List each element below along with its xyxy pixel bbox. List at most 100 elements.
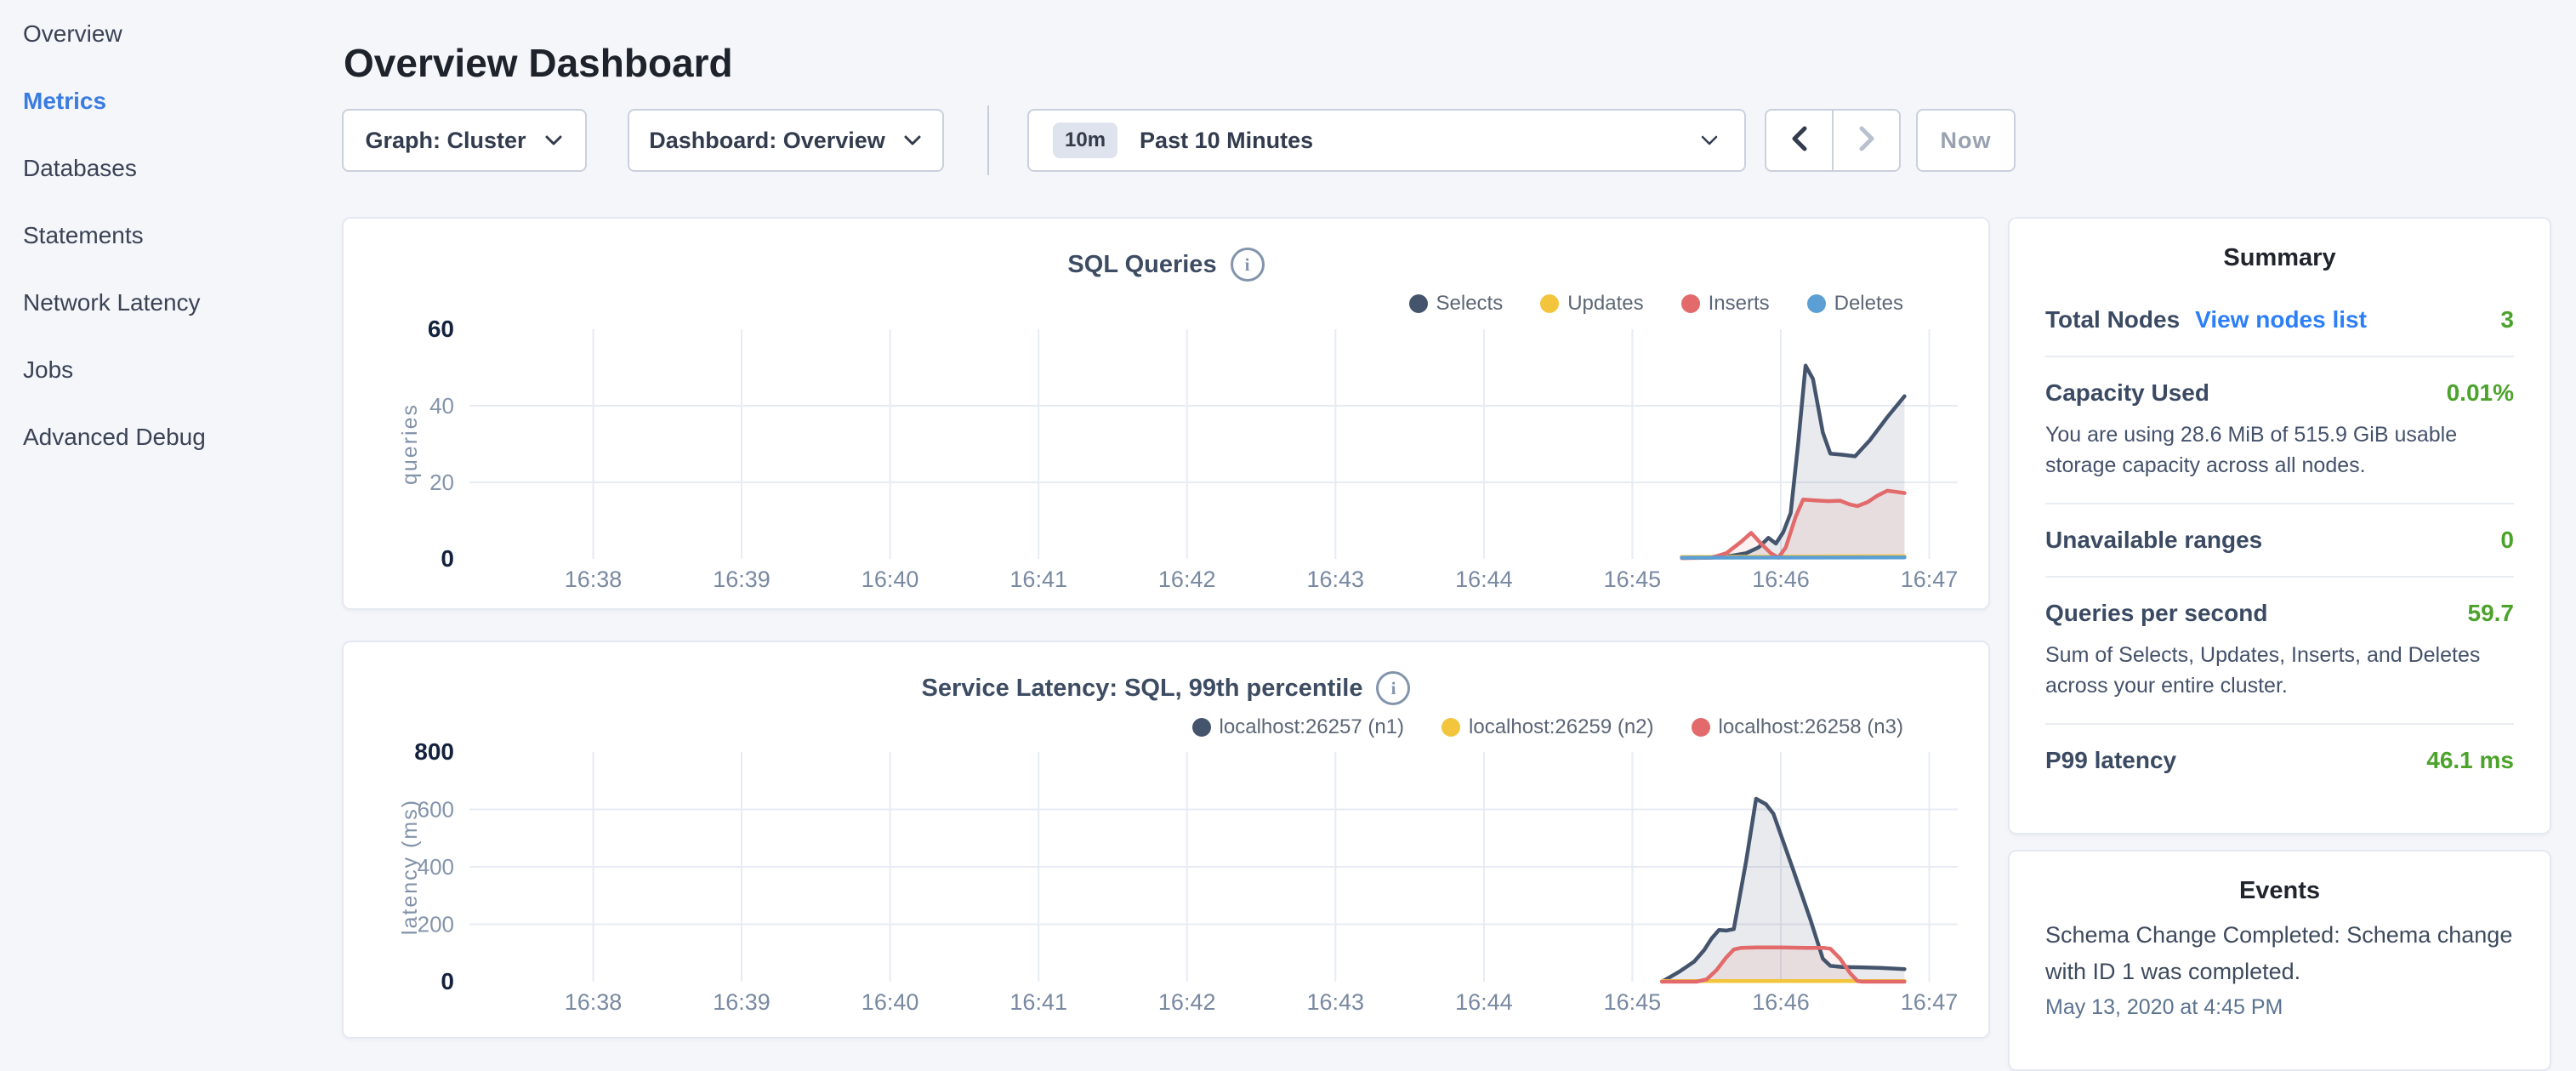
- svg-text:16:42: 16:42: [1158, 567, 1216, 592]
- svg-text:400: 400: [418, 854, 454, 880]
- queries-per-second-label: Queries per second: [2045, 600, 2268, 626]
- legend-item[interactable]: Deletes: [1806, 292, 1903, 316]
- svg-text:16:38: 16:38: [565, 989, 623, 1015]
- info-icon[interactable]: i: [1376, 671, 1411, 705]
- sidebar-item-advanced-debug[interactable]: Advanced Debug: [23, 423, 206, 450]
- svg-text:latency (ms): latency (ms): [398, 799, 422, 935]
- legend-label: localhost:26257 (n1): [1219, 715, 1405, 738]
- svg-text:16:40: 16:40: [862, 989, 919, 1015]
- dashboard-label: Dashboard: Overview: [649, 127, 885, 153]
- legend-dot: [1540, 294, 1560, 313]
- capacity-used-label: Capacity Used: [2045, 379, 2209, 406]
- divider: [2045, 503, 2514, 504]
- svg-text:16:46: 16:46: [1752, 989, 1810, 1015]
- svg-text:16:39: 16:39: [713, 989, 771, 1015]
- svg-text:16:42: 16:42: [1158, 989, 1216, 1015]
- sidebar-item-jobs[interactable]: Jobs: [23, 356, 74, 383]
- chevron-down-icon: [902, 134, 923, 147]
- sidebar-item-metrics[interactable]: Metrics: [23, 87, 107, 114]
- total-nodes-value: 3: [2500, 306, 2514, 333]
- svg-text:16:38: 16:38: [565, 567, 623, 592]
- svg-text:16:43: 16:43: [1307, 989, 1365, 1015]
- page-title: Overview Dashboard: [344, 40, 733, 85]
- legend-label: Inserts: [1708, 292, 1770, 315]
- chevron-down-icon: [1698, 133, 1720, 148]
- divider: [2045, 723, 2514, 725]
- chart-title: SQL Queries: [1067, 250, 1217, 278]
- svg-text:600: 600: [418, 797, 454, 823]
- summary-row-qps: Queries per second 59.7 Sum of Selects, …: [2045, 578, 2514, 723]
- summary-row-total-nodes: Total Nodes View nodes list 3: [2045, 284, 2514, 356]
- chevron-right-icon: [1857, 124, 1877, 157]
- svg-text:0: 0: [441, 968, 454, 994]
- svg-text:20: 20: [429, 470, 454, 495]
- legend-dot: [1442, 718, 1461, 737]
- time-range-dropdown[interactable]: 10m Past 10 Minutes: [1027, 109, 1746, 172]
- svg-text:16:46: 16:46: [1752, 567, 1810, 592]
- divider: [2045, 576, 2514, 578]
- svg-text:16:45: 16:45: [1604, 989, 1662, 1015]
- svg-text:16:39: 16:39: [713, 567, 771, 592]
- svg-text:16:47: 16:47: [1901, 567, 1959, 592]
- queries-per-second-description: Sum of Selects, Updates, Inserts, and De…: [2045, 643, 2481, 698]
- svg-text:200: 200: [418, 912, 454, 937]
- svg-text:queries: queries: [398, 403, 422, 485]
- graph-scope-dropdown[interactable]: Graph: Cluster: [342, 109, 587, 172]
- svg-text:16:40: 16:40: [862, 567, 919, 592]
- info-icon[interactable]: i: [1230, 248, 1265, 282]
- sql-queries-chart[interactable]: 16:38 16:39 16:40 16:41 16:42 16:43 16:44 16:45…: [389, 319, 1970, 603]
- legend-dot: [1691, 718, 1710, 737]
- legend-label: localhost:26258 (n3): [1718, 715, 1903, 738]
- sidebar: Overview Metrics Databases Statements Ne…: [0, 0, 340, 1051]
- controls-divider: [987, 105, 989, 175]
- sql-queries-chart-card: SQL Queries i Selects Updates Inserts Delet…: [342, 217, 1990, 610]
- event-item-text[interactable]: Schema Change Completed: Schema change w…: [2045, 922, 2513, 985]
- sidebar-item-overview[interactable]: Overview: [23, 20, 122, 47]
- previous-time-window-button[interactable]: [1766, 111, 1832, 170]
- event-item-timestamp: May 13, 2020 at 4:45 PM: [2045, 995, 2283, 1020]
- unavailable-ranges-label: Unavailable ranges: [2045, 527, 2263, 553]
- now-button[interactable]: Now: [1916, 109, 2016, 172]
- legend-item[interactable]: Inserts: [1680, 292, 1770, 316]
- next-time-window-button[interactable]: [1832, 111, 1899, 170]
- legend-label: Updates: [1567, 292, 1644, 315]
- legend-item[interactable]: Updates: [1540, 292, 1644, 316]
- legend-item[interactable]: localhost:26257 (n1): [1191, 715, 1405, 739]
- sidebar-item-network-latency[interactable]: Network Latency: [23, 288, 201, 316]
- legend-dot: [1408, 294, 1428, 313]
- svg-text:16:41: 16:41: [1009, 989, 1067, 1015]
- time-step-buttons: [1765, 109, 1901, 172]
- svg-text:60: 60: [428, 319, 454, 342]
- sidebar-item-databases[interactable]: Databases: [23, 154, 137, 181]
- chart-legend: Selects Updates Inserts Deletes: [1408, 292, 1903, 316]
- legend-item[interactable]: Selects: [1408, 292, 1503, 316]
- legend-label: Deletes: [1834, 292, 1903, 315]
- summary-row-p99-latency: P99 latency 46.1 ms: [2045, 725, 2514, 796]
- capacity-used-value: 0.01%: [2446, 379, 2514, 406]
- dashboard-dropdown[interactable]: Dashboard: Overview: [628, 109, 944, 172]
- p99-latency-label: P99 latency: [2045, 747, 2177, 773]
- legend-dot: [1806, 294, 1826, 313]
- queries-per-second-value: 59.7: [2467, 600, 2515, 626]
- chart-title: Service Latency: SQL, 99th percentile: [921, 674, 1363, 702]
- service-latency-chart[interactable]: 16:38 16:39 16:40 16:41 16:42 16:43 16:44 16:45…: [389, 742, 1970, 1026]
- svg-text:16:41: 16:41: [1009, 567, 1067, 592]
- svg-text:16:47: 16:47: [1901, 989, 1959, 1015]
- legend-item[interactable]: localhost:26258 (n3): [1691, 715, 1903, 739]
- svg-text:0: 0: [441, 545, 454, 572]
- view-nodes-list-link[interactable]: View nodes list: [2195, 306, 2367, 333]
- svg-text:40: 40: [429, 393, 454, 419]
- svg-text:16:44: 16:44: [1455, 567, 1513, 592]
- p99-latency-value: 46.1 ms: [2426, 747, 2514, 773]
- sidebar-item-statements[interactable]: Statements: [23, 221, 144, 248]
- summary-panel: Summary Total Nodes View nodes list 3 Ca…: [2008, 217, 2551, 835]
- events-panel: Events Schema Change Completed: Schema c…: [2008, 850, 2551, 1071]
- graph-scope-label: Graph: Cluster: [365, 127, 526, 153]
- legend-dot: [1191, 718, 1211, 737]
- divider: [2045, 356, 2514, 357]
- events-title: Events: [2238, 877, 2321, 904]
- summary-title: Summary: [2223, 244, 2336, 271]
- time-range-badge: 10m: [1053, 122, 1118, 158]
- legend-item[interactable]: localhost:26259 (n2): [1442, 715, 1654, 739]
- service-latency-chart-card: Service Latency: SQL, 99th percentile i …: [342, 641, 1990, 1039]
